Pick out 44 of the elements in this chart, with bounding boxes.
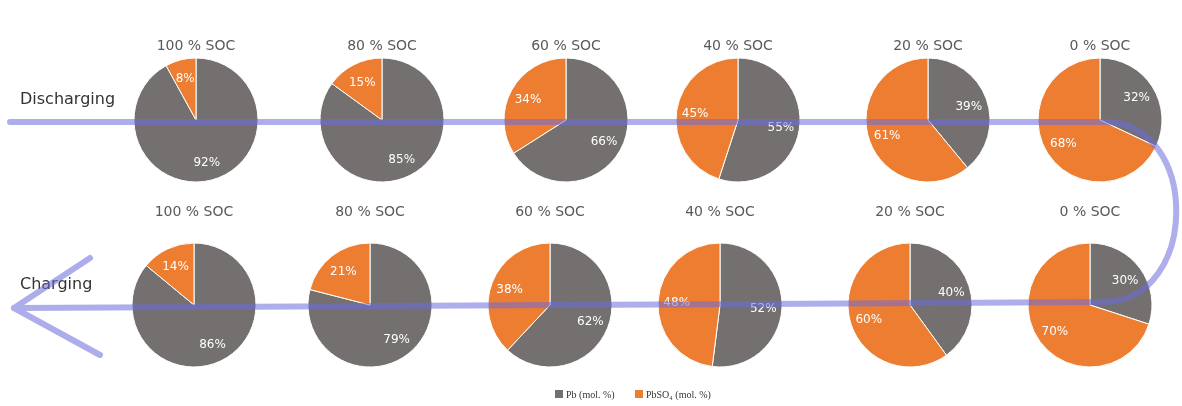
pie-slice	[133, 57, 259, 183]
data-label: 79%	[383, 332, 410, 347]
data-label: 92%	[193, 155, 221, 170]
data-label: 34%	[514, 92, 542, 107]
chart-title: 80 % SOC	[335, 203, 406, 219]
data-label: 8%	[175, 71, 195, 86]
data-label: 15%	[348, 74, 376, 89]
data-label: 61%	[873, 127, 901, 142]
data-label: 86%	[199, 337, 226, 352]
chart-title: 0 % SOC	[1059, 203, 1121, 219]
text: Discharging	[20, 89, 116, 108]
data-label: 68%	[1050, 136, 1077, 151]
chart-title: 80 % SOC	[347, 37, 418, 53]
data-label: 45%	[681, 106, 709, 121]
chart-title: 40 % SOC	[685, 203, 756, 219]
legend-label: PbSO₄ (mol. %)	[646, 389, 711, 401]
text: Charging	[20, 274, 93, 293]
pie-slice	[319, 57, 445, 183]
data-label: 52%	[749, 300, 777, 315]
data-label: 85%	[388, 151, 416, 166]
chart-title: 20 % SOC	[875, 203, 946, 219]
pie-slice	[131, 242, 257, 368]
chart-title: 100 % SOC	[156, 37, 236, 53]
data-label: 66%	[590, 134, 618, 149]
data-label: 55%	[767, 119, 795, 134]
data-label: 21%	[330, 263, 357, 278]
chart-title: 60 % SOC	[515, 203, 586, 219]
data-label: 62%	[577, 314, 604, 329]
legend-label: Pb (mol. %)	[566, 389, 615, 401]
pie-slice	[1027, 242, 1150, 368]
chart-title: 60 % SOC	[531, 37, 602, 53]
chart-title: 0 % SOC	[1069, 37, 1131, 53]
data-label: 32%	[1123, 89, 1150, 104]
data-label: 14%	[162, 258, 189, 273]
chart-title: 20 % SOC	[893, 37, 964, 53]
data-label: 70%	[1041, 323, 1069, 338]
data-label: 39%	[955, 98, 983, 113]
chart-title: 100 % SOC	[154, 203, 234, 219]
data-label: 40%	[937, 284, 965, 299]
data-label: 30%	[1111, 272, 1139, 287]
pie-slice	[307, 242, 433, 368]
data-label: 60%	[855, 311, 883, 326]
data-label: 38%	[496, 282, 523, 297]
chart-title: 40 % SOC	[703, 37, 774, 53]
